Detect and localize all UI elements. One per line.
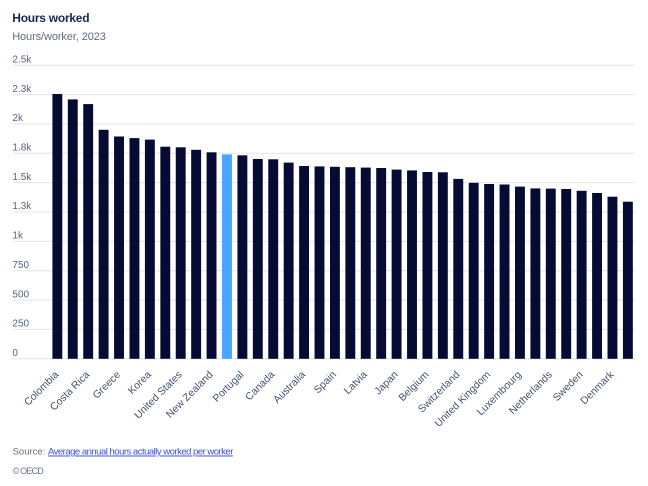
svg-text:Hours worked: Hours worked [12,11,89,25]
svg-text:1.3k: 1.3k [12,201,32,212]
svg-text:Source: Average annual hours a: Source: Average annual hours actually wo… [13,447,234,458]
svg-text:1.8k: 1.8k [12,143,32,154]
svg-text:2.5k: 2.5k [12,54,32,65]
svg-text:250: 250 [12,319,29,330]
svg-text:2k: 2k [12,113,24,124]
svg-text:Hours/worker, 2023: Hours/worker, 2023 [12,31,106,43]
svg-text:750: 750 [12,260,29,271]
svg-text:© OECD: © OECD [13,466,45,476]
svg-text:0: 0 [12,348,18,359]
svg-text:1.5k: 1.5k [12,172,32,183]
svg-text:1k: 1k [12,231,24,242]
svg-text:500: 500 [12,289,29,300]
svg-text:2.3k: 2.3k [12,84,32,95]
